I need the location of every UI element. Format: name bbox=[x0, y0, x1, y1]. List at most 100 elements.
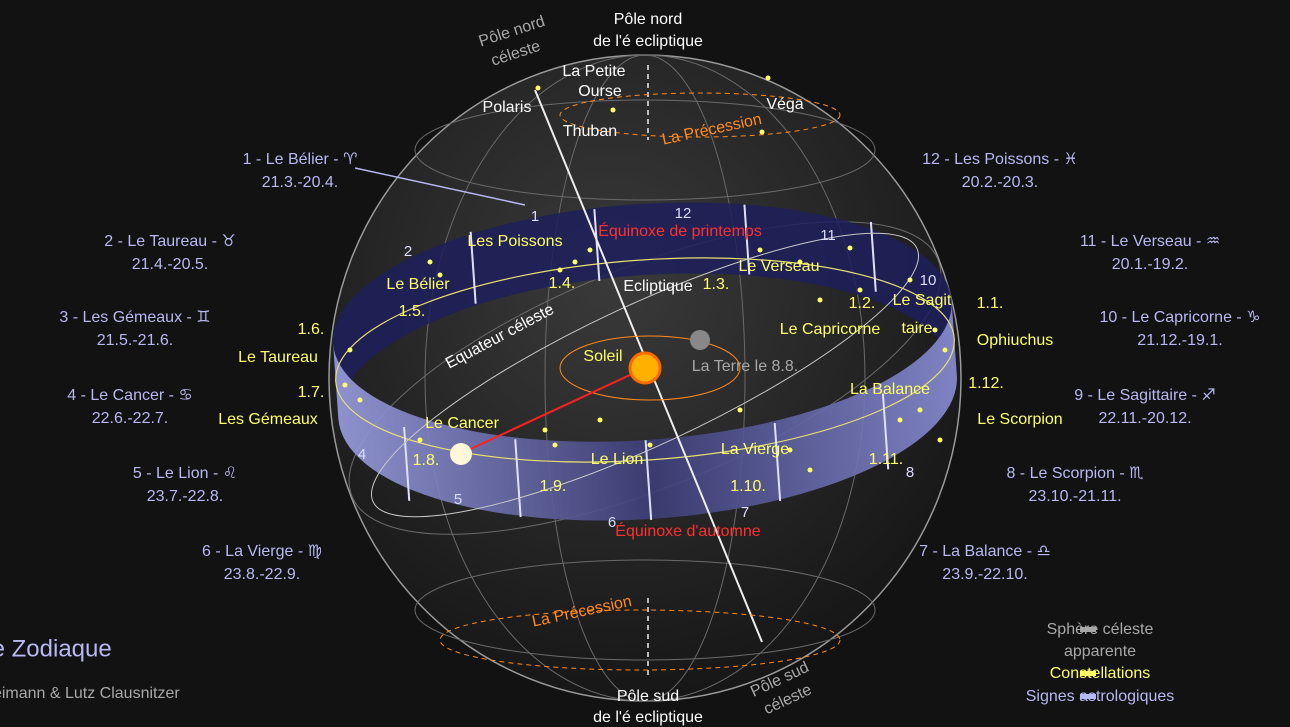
star bbox=[897, 417, 903, 423]
ecliptic-label: Ecliptique bbox=[623, 278, 692, 295]
sign-dates: 23.9.-22.10. bbox=[942, 566, 1027, 583]
star bbox=[535, 85, 541, 91]
stars bbox=[342, 75, 948, 473]
constellation-label: Ophiuchus bbox=[977, 332, 1054, 349]
earth-orbit bbox=[559, 335, 741, 401]
sign-dates: 21.12.-19.1. bbox=[1137, 332, 1222, 349]
star bbox=[427, 259, 433, 265]
sign-name: 1 - Le Bélier - ♈ bbox=[243, 151, 358, 168]
band-number: 1 bbox=[531, 208, 539, 225]
pole-label: Pôle nord bbox=[614, 11, 683, 28]
star bbox=[765, 75, 771, 81]
star bbox=[932, 327, 938, 333]
sign-name: 5 - Le Lion - ♌ bbox=[133, 465, 237, 482]
band-number: 8 bbox=[906, 464, 914, 481]
band-number: 10 bbox=[920, 272, 937, 289]
band-number: 5 bbox=[454, 491, 462, 508]
star bbox=[797, 259, 803, 265]
star bbox=[942, 347, 948, 353]
star bbox=[847, 245, 853, 251]
sun-projection bbox=[450, 443, 472, 465]
sign-dates: 20.1.-19.2. bbox=[1112, 256, 1189, 273]
sign-name: 11 - Le Verseau - ♒ bbox=[1080, 233, 1220, 250]
band-dividers bbox=[403, 204, 890, 521]
precession-circle-north bbox=[559, 92, 841, 138]
date-label: 1.9. bbox=[540, 478, 567, 495]
sign-dates: 22.6.-22.7. bbox=[92, 410, 169, 427]
constellation-label: Le Bélier bbox=[386, 276, 450, 293]
sign-dates: 21.4.-20.5. bbox=[132, 256, 209, 273]
band-number: 6 bbox=[608, 514, 616, 531]
star bbox=[557, 267, 563, 273]
star bbox=[587, 247, 593, 253]
zodiac-band bbox=[333, 202, 957, 521]
sign-dates: 23.7.-22.8. bbox=[147, 488, 224, 505]
star bbox=[817, 297, 823, 303]
earth bbox=[690, 330, 710, 350]
constellation-label: Le Verseau bbox=[739, 258, 820, 275]
pole-label: Pôle sud bbox=[617, 688, 679, 705]
band-number: 2 bbox=[404, 243, 412, 260]
date-label: 1.4. bbox=[549, 275, 576, 292]
band-number: 11 bbox=[820, 227, 836, 244]
date-label: 1.10. bbox=[730, 478, 766, 495]
star bbox=[572, 259, 578, 265]
constellation-label: Les Poissons bbox=[467, 233, 562, 250]
sign-dates: 23.8.-22.9. bbox=[224, 566, 301, 583]
sign-name: 10 - Le Capricorne - ♑ bbox=[1099, 309, 1260, 326]
star bbox=[417, 437, 423, 443]
date-label: 1.3. bbox=[703, 276, 730, 293]
sun-direction bbox=[461, 367, 646, 454]
sign-dates: 21.5.-21.6. bbox=[97, 332, 174, 349]
equinox-label: Équinoxe d'automne bbox=[615, 521, 760, 540]
legend-swatch-sphere bbox=[1080, 627, 1096, 632]
sign-name: 3 - Les Gémeaux - ♊ bbox=[59, 309, 210, 326]
constellation-label: Le Cancer bbox=[425, 415, 499, 432]
band-number: 12 bbox=[675, 205, 692, 222]
pole-label: de l'é ecliptique bbox=[593, 33, 703, 50]
sign-name: 4 - Le Cancer - ♋ bbox=[67, 387, 193, 404]
star bbox=[787, 447, 793, 453]
star-label: Véga bbox=[766, 96, 803, 113]
star-label: La Petite bbox=[562, 63, 625, 80]
star-label: Polaris bbox=[483, 99, 532, 116]
constellation-label: Les Gémeaux bbox=[218, 411, 318, 428]
constellation-label: Le Lion bbox=[591, 451, 644, 468]
constellation-label: Le Taureau bbox=[238, 349, 318, 366]
date-label: 1.2. bbox=[849, 295, 876, 312]
star bbox=[542, 427, 548, 433]
copyright: © Steffen Reimann & Lutz Clausnitzer bbox=[0, 685, 180, 702]
star bbox=[597, 417, 603, 423]
star-label: Thuban bbox=[563, 123, 617, 140]
sign-dates: 20.2.-20.3. bbox=[962, 174, 1039, 191]
star bbox=[437, 272, 443, 278]
band-front bbox=[333, 300, 957, 521]
star bbox=[857, 287, 863, 293]
star bbox=[552, 442, 558, 448]
star bbox=[342, 382, 348, 388]
band-back bbox=[333, 202, 957, 419]
legend-label: Constellations bbox=[1050, 665, 1151, 682]
sun bbox=[628, 351, 662, 385]
precession-circle-south bbox=[439, 609, 841, 671]
constellation-label: Le Capricorne bbox=[780, 321, 881, 338]
diagram-title: Le Zodiaque bbox=[0, 635, 112, 662]
star bbox=[647, 442, 653, 448]
ecliptic-line bbox=[335, 257, 955, 463]
star bbox=[737, 407, 743, 413]
equinox-label: Équinoxe de printemps bbox=[598, 221, 762, 240]
star bbox=[610, 107, 616, 113]
date-label: 1.8. bbox=[413, 452, 440, 469]
legend-swatch-constellations bbox=[1080, 671, 1096, 676]
sign-name: 9 - Le Sagittaire - ♐ bbox=[1074, 387, 1216, 404]
legend-swatch-signs bbox=[1080, 694, 1096, 699]
band-number: 7 bbox=[741, 504, 749, 521]
constellation-label: La Vierge bbox=[721, 441, 789, 458]
constellation-label: Le Sagit bbox=[893, 292, 952, 309]
legend-label: Sphère céleste bbox=[1047, 621, 1154, 638]
sign-dates: 21.3.-20.4. bbox=[262, 174, 339, 191]
sign-name: 7 - La Balance - ♎ bbox=[919, 543, 1051, 560]
pole-label: de l'é ecliptique bbox=[593, 709, 703, 726]
date-label: 1.7. bbox=[298, 384, 325, 401]
date-label: 1.12. bbox=[968, 375, 1004, 392]
